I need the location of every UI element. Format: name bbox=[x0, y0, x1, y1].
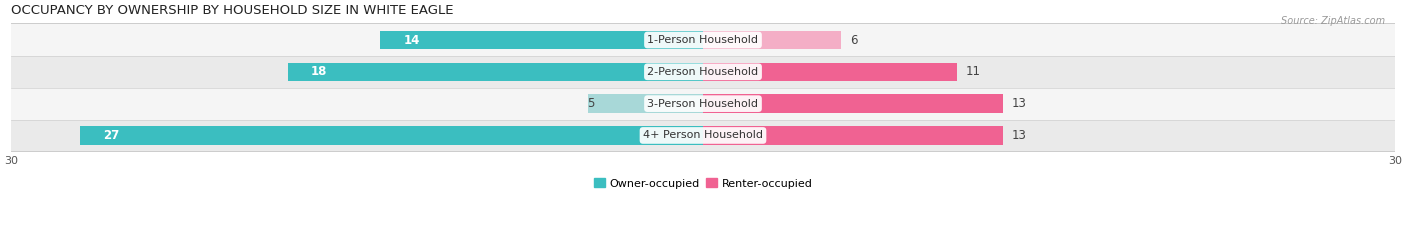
Bar bbox=[11, 88, 1395, 120]
Bar bbox=[80, 126, 703, 145]
Text: 1-Person Household: 1-Person Household bbox=[648, 35, 758, 45]
Text: 6: 6 bbox=[851, 34, 858, 47]
Bar bbox=[703, 63, 956, 81]
Bar bbox=[11, 24, 1395, 56]
Text: 3-Person Household: 3-Person Household bbox=[648, 99, 758, 109]
Legend: Owner-occupied, Renter-occupied: Owner-occupied, Renter-occupied bbox=[589, 174, 817, 193]
Text: 11: 11 bbox=[966, 65, 981, 78]
Text: 5: 5 bbox=[588, 97, 595, 110]
Text: 14: 14 bbox=[404, 34, 419, 47]
Bar bbox=[11, 56, 1395, 88]
Bar bbox=[288, 63, 703, 81]
Text: 13: 13 bbox=[1012, 97, 1026, 110]
Text: 18: 18 bbox=[311, 65, 328, 78]
Bar bbox=[703, 94, 1002, 113]
Text: Source: ZipAtlas.com: Source: ZipAtlas.com bbox=[1281, 16, 1385, 26]
Bar bbox=[703, 126, 1002, 145]
Text: 2-Person Household: 2-Person Household bbox=[647, 67, 759, 77]
Bar bbox=[380, 31, 703, 49]
Bar bbox=[588, 94, 703, 113]
Text: 4+ Person Household: 4+ Person Household bbox=[643, 130, 763, 140]
Text: 27: 27 bbox=[104, 129, 120, 142]
Bar bbox=[703, 31, 841, 49]
Bar bbox=[11, 120, 1395, 151]
Text: 13: 13 bbox=[1012, 129, 1026, 142]
Text: OCCUPANCY BY OWNERSHIP BY HOUSEHOLD SIZE IN WHITE EAGLE: OCCUPANCY BY OWNERSHIP BY HOUSEHOLD SIZE… bbox=[11, 4, 454, 17]
